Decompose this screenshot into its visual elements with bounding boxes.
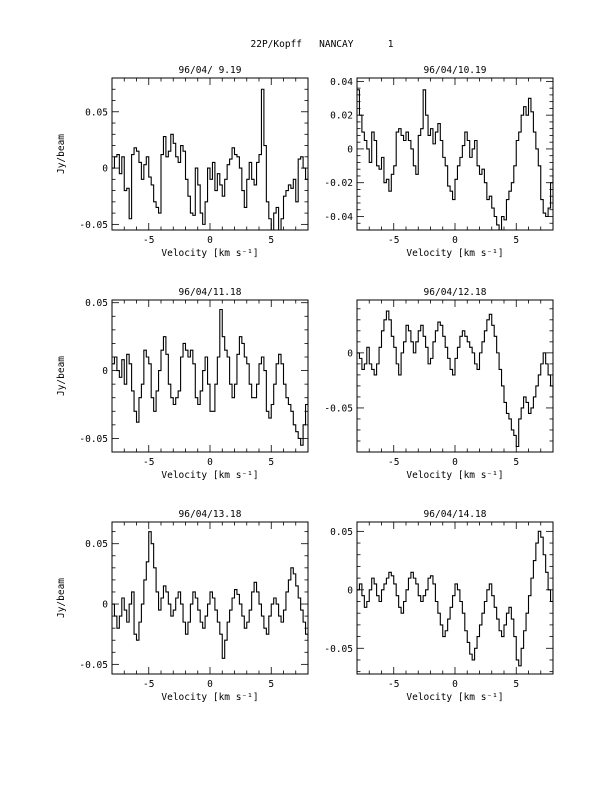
spectrum-trace bbox=[357, 530, 553, 667]
y-tick-label: 0 bbox=[102, 366, 108, 377]
x-tick-label: 5 bbox=[513, 457, 519, 468]
plot-frame bbox=[111, 299, 309, 453]
panel-title: 96/04/13.18 bbox=[179, 509, 242, 520]
spectrum-trace bbox=[112, 308, 308, 446]
x-axis-label: Velocity [km s⁻¹] bbox=[161, 692, 258, 703]
y-tick-label: 0.05 bbox=[85, 107, 108, 118]
x-tick-label: 5 bbox=[268, 679, 274, 690]
y-tick-label: 0.02 bbox=[330, 111, 353, 122]
panel-title: 96/04/14.18 bbox=[424, 509, 487, 520]
figure-header: 22P/Kopff NANCAY 1 bbox=[251, 39, 394, 50]
y-axis-label: Jy/beam bbox=[56, 578, 67, 618]
x-tick-label: -5 bbox=[388, 457, 399, 468]
y-tick-label: -0.05 bbox=[79, 434, 108, 445]
spectrum-panel: -5 0 5 -0.05 0 0.05 96/04/13.18 Velocity [km s⁻… bbox=[56, 509, 309, 703]
y-tick-label: 0.05 bbox=[85, 298, 108, 309]
y-axis-label: Jy/beam bbox=[56, 356, 67, 396]
spectrum-panel: -5 0 5 -0.05 0 0.05 96/04/ 9.19 Velocity [km s⁻… bbox=[56, 65, 309, 259]
spectrum-trace bbox=[357, 310, 553, 448]
y-tick-label: 0 bbox=[347, 144, 353, 155]
y-tick-label: 0.04 bbox=[330, 77, 353, 88]
y-tick-label: 0 bbox=[347, 585, 353, 596]
x-tick-label: -5 bbox=[143, 457, 154, 468]
y-tick-label: 0 bbox=[102, 164, 108, 175]
spectrum-trace bbox=[357, 89, 553, 230]
y-tick-label: 0.05 bbox=[330, 527, 353, 538]
x-tick-label: 5 bbox=[268, 457, 274, 468]
y-axis-label: Jy/beam bbox=[56, 134, 67, 174]
x-tick-label: -5 bbox=[143, 679, 154, 690]
x-axis-label: Velocity [km s⁻¹] bbox=[161, 248, 258, 259]
spectrum-panel: -5 0 5 -0.05 0 0.05 96/04/14.18 Velocity [km s⁻… bbox=[324, 509, 554, 703]
panel-title: 96/04/ 9.19 bbox=[179, 65, 242, 76]
plot-frame bbox=[356, 299, 554, 453]
x-tick-label: 5 bbox=[513, 679, 519, 690]
x-tick-label: 0 bbox=[207, 235, 213, 246]
y-tick-label: -0.04 bbox=[324, 212, 353, 223]
x-tick-label: -5 bbox=[388, 235, 399, 246]
y-tick-label: -0.05 bbox=[324, 644, 353, 655]
panel-title: 96/04/10.19 bbox=[424, 65, 487, 76]
x-tick-label: 0 bbox=[207, 679, 213, 690]
spectrum-panel: -5 0 5 -0.05 0 0.05 96/04/11.18 Velocity [km s⁻… bbox=[56, 287, 309, 481]
y-tick-label: 0.05 bbox=[85, 539, 108, 550]
y-tick-label: -0.02 bbox=[324, 178, 353, 189]
panel-title: 96/04/12.18 bbox=[424, 287, 487, 298]
spectrum-trace bbox=[112, 531, 308, 659]
y-tick-label: -0.05 bbox=[324, 403, 353, 414]
x-tick-label: -5 bbox=[143, 235, 154, 246]
x-tick-label: 5 bbox=[268, 235, 274, 246]
panel-title: 96/04/11.18 bbox=[179, 287, 242, 298]
spectrum-panel: -5 0 5 -0.05 0 96/04/12.18 Velocity [km s⁻¹] bbox=[324, 287, 554, 481]
x-axis-label: Velocity [km s⁻¹] bbox=[406, 470, 503, 481]
y-tick-label: -0.05 bbox=[79, 220, 108, 231]
panels: -5 0 5 -0.05 0 0.05 96/04/ 9.19 Velocity [km s⁻… bbox=[56, 65, 554, 703]
x-tick-label: 0 bbox=[452, 235, 458, 246]
spectrum-panel: -5 0 5 -0.04 -0.02 0 0.02 0.04 96/04/10.19 Veloci… bbox=[324, 65, 554, 259]
x-axis-label: Velocity [km s⁻¹] bbox=[406, 692, 503, 703]
spectrum-trace bbox=[112, 88, 308, 230]
x-axis-label: Velocity [km s⁻¹] bbox=[406, 248, 503, 259]
x-tick-label: 0 bbox=[452, 457, 458, 468]
y-tick-label: -0.05 bbox=[79, 660, 108, 671]
x-tick-label: -5 bbox=[388, 679, 399, 690]
x-tick-label: 0 bbox=[207, 457, 213, 468]
x-axis-label: Velocity [km s⁻¹] bbox=[161, 470, 258, 481]
x-tick-label: 0 bbox=[452, 679, 458, 690]
y-tick-label: 0 bbox=[102, 600, 108, 611]
plot-frame bbox=[356, 521, 554, 675]
y-tick-label: 0 bbox=[347, 348, 353, 359]
x-tick-label: 5 bbox=[513, 235, 519, 246]
plot-frame bbox=[356, 77, 554, 231]
